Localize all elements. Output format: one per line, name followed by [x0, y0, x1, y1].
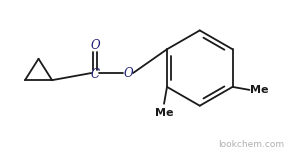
Text: Me: Me: [155, 108, 173, 118]
Text: O: O: [90, 39, 100, 52]
Text: C: C: [91, 67, 100, 80]
Text: Me: Me: [250, 85, 269, 95]
Text: O: O: [123, 67, 133, 80]
Text: lookchem.com: lookchem.com: [219, 140, 285, 149]
